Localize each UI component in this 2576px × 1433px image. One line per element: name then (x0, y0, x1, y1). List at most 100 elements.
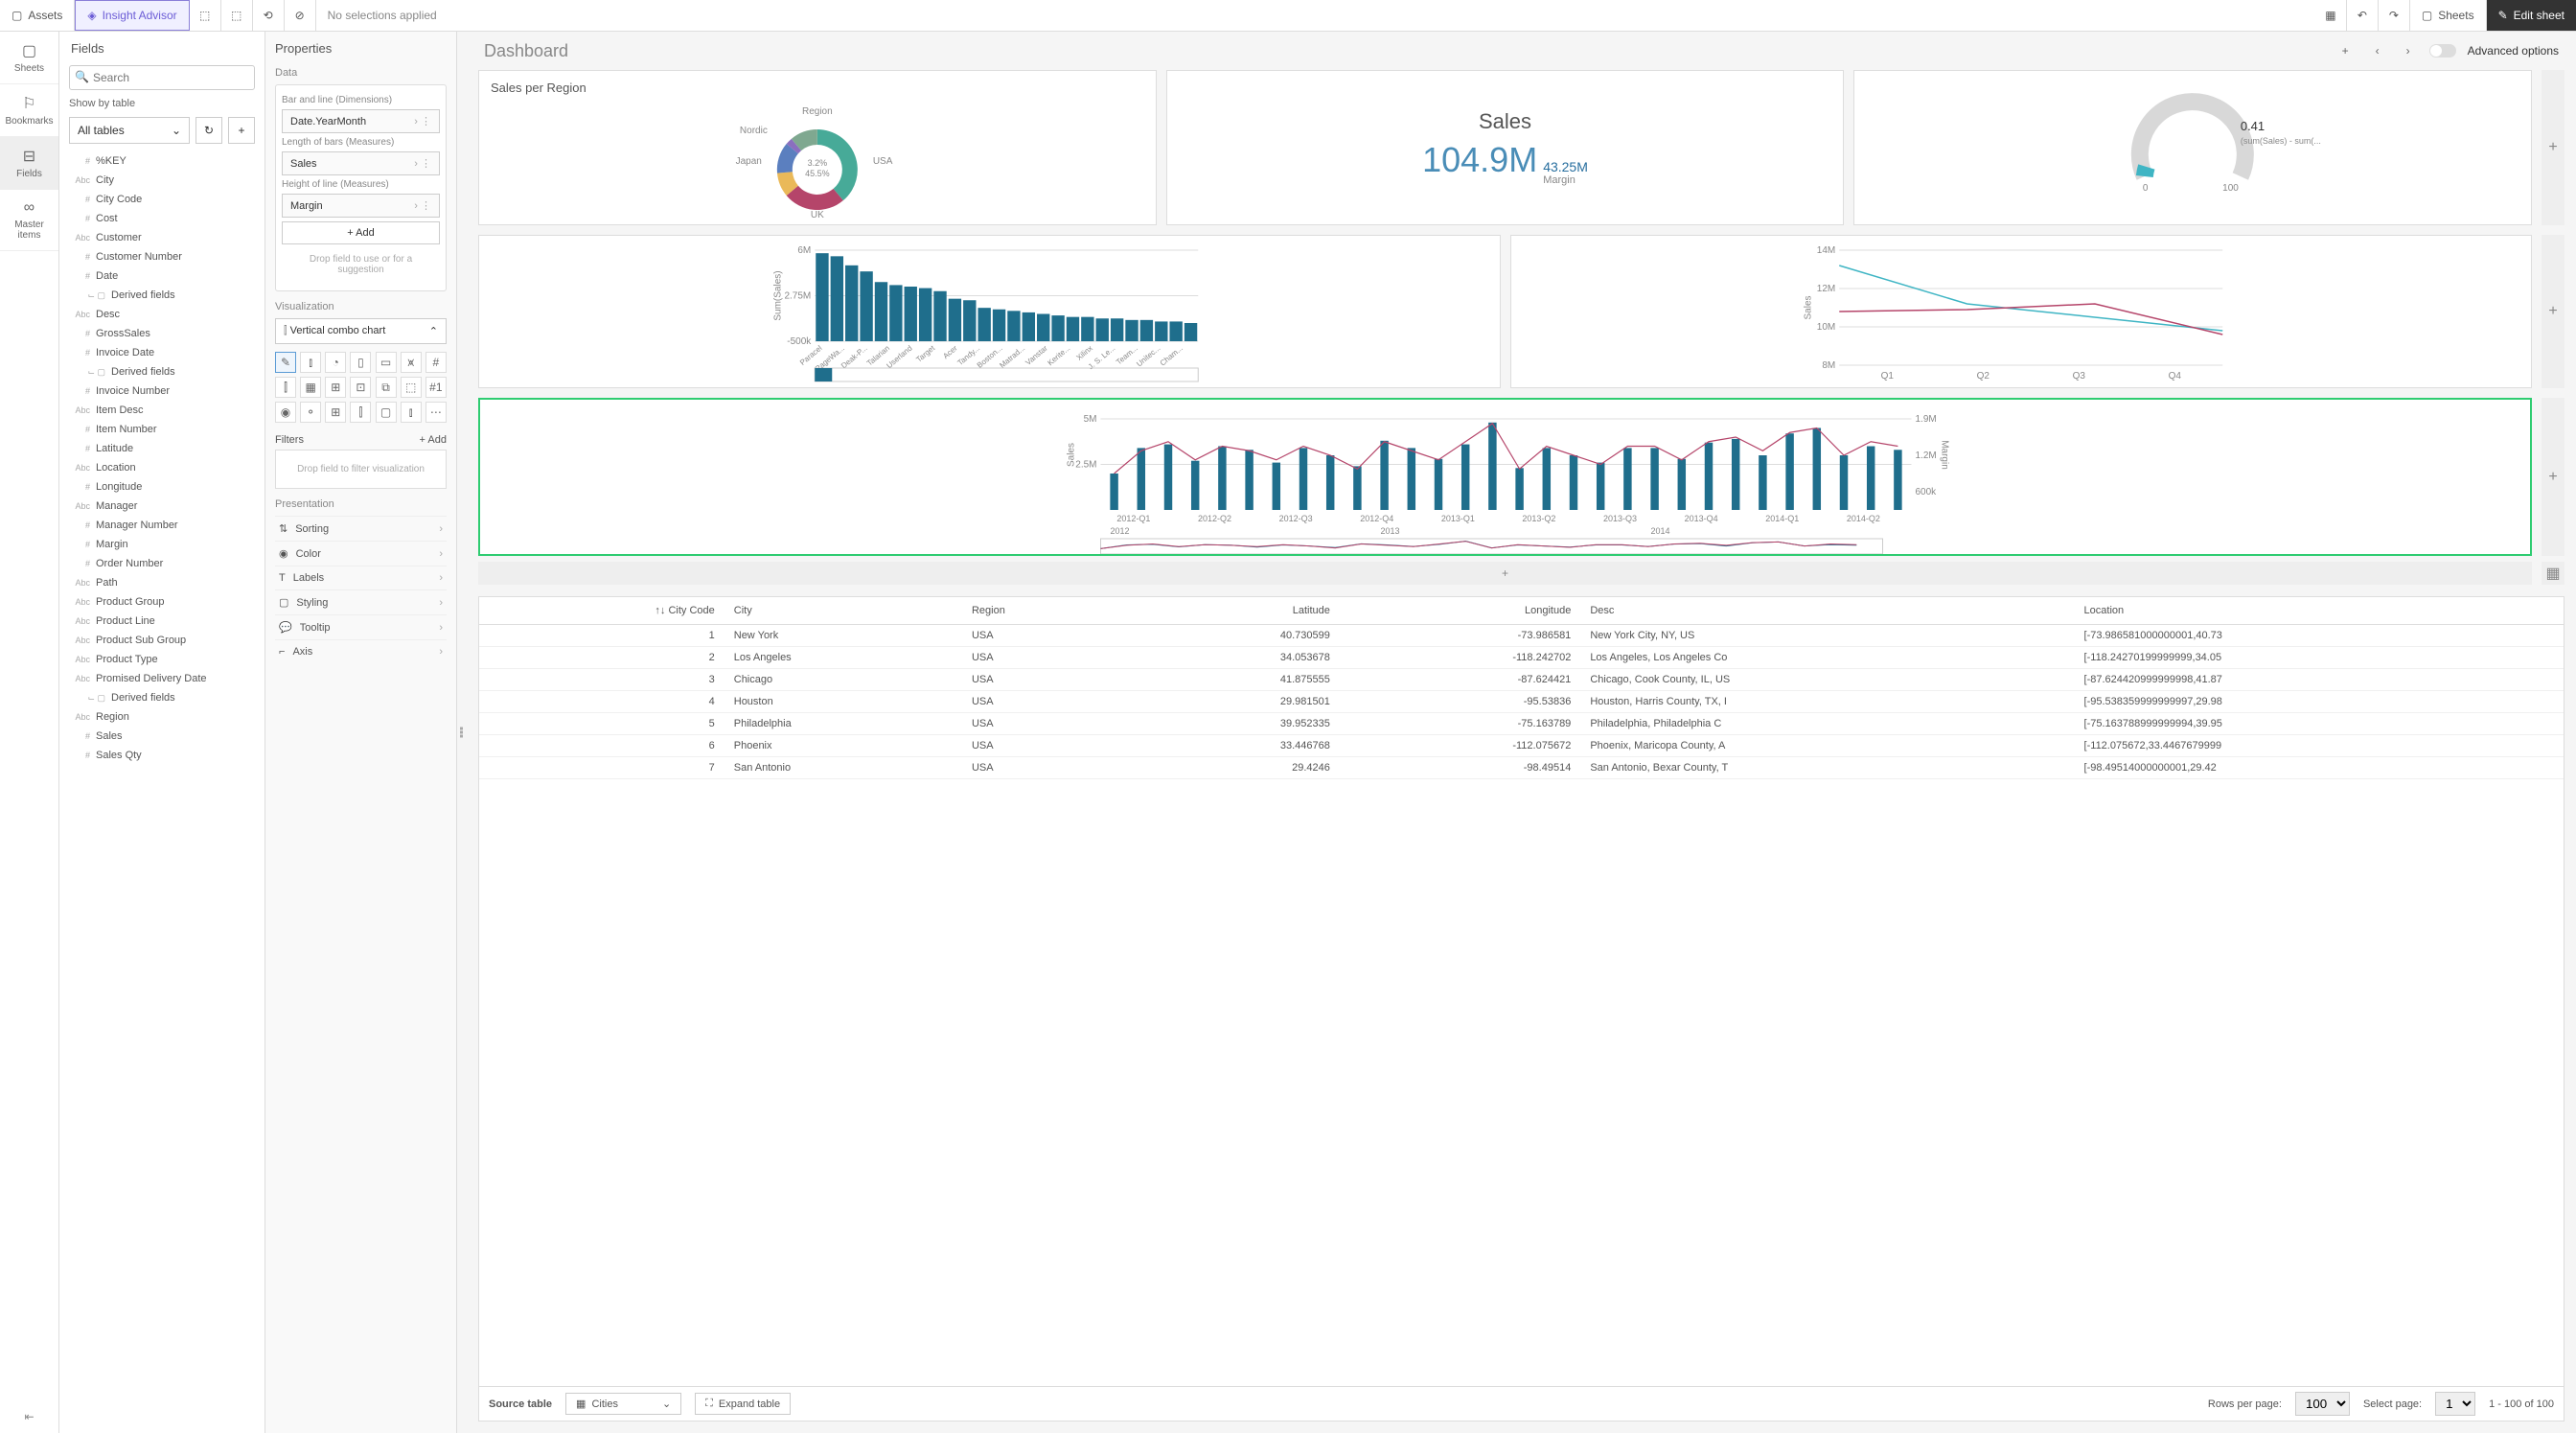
viz-type-icon[interactable]: ⊞ (325, 377, 346, 398)
field-item[interactable]: #Invoice Number (63, 381, 261, 401)
refresh-icon[interactable]: ↻ (196, 117, 222, 144)
collapse-left-icon[interactable]: ⇤ (0, 1400, 58, 1433)
field-item[interactable]: AbcPath (63, 573, 261, 592)
viz-type-icon[interactable]: ▢ (376, 402, 397, 423)
table-row[interactable]: 1New YorkUSA40.730599-73.986581New York … (479, 625, 2564, 647)
measure-margin-chip[interactable]: Margin› ⋮ (282, 194, 440, 218)
field-item[interactable]: #Customer Number (63, 247, 261, 266)
field-item[interactable]: #Sales Qty (63, 746, 261, 765)
field-item[interactable]: ⌙ ▢Derived fields (63, 286, 261, 305)
field-item[interactable]: AbcLocation (63, 458, 261, 477)
field-item[interactable]: AbcItem Desc (63, 401, 261, 420)
edit-sheet-button[interactable]: ✎Edit sheet (2487, 0, 2576, 31)
table-header[interactable]: City (724, 597, 962, 625)
add-filter-button[interactable]: + Add (420, 434, 447, 446)
back-select-icon[interactable]: ⟲ (253, 0, 285, 31)
add-chart-icon[interactable]: + (2334, 40, 2357, 61)
field-item[interactable]: #Cost (63, 209, 261, 228)
field-item[interactable]: #Invoice Date (63, 343, 261, 362)
field-item[interactable]: AbcPromised Delivery Date (63, 669, 261, 688)
viz-type-icon[interactable]: ◔ (325, 352, 346, 373)
viz-type-icon[interactable]: ▯ (350, 352, 371, 373)
viz-type-icon[interactable]: ⊞ (325, 402, 346, 423)
presentation-item[interactable]: TLabels› (275, 566, 447, 589)
viz-type-select[interactable]: ⫿ Vertical combo chart⌃ (275, 318, 447, 344)
viz-type-icon[interactable]: ▭ (376, 352, 397, 373)
field-item[interactable]: #Sales (63, 727, 261, 746)
add-panel-right-3[interactable]: + (2542, 398, 2564, 556)
prev-sheet-icon[interactable]: ‹ (2368, 40, 2387, 61)
viz-type-icon[interactable]: ⩙ (401, 352, 422, 373)
table-config-icon[interactable]: ▦ (2542, 562, 2564, 585)
viz-type-icon[interactable]: ✎ (275, 352, 296, 373)
insight-advisor-button[interactable]: ◈Insight Advisor (75, 0, 189, 31)
smart-select-icon[interactable]: ⬚ (221, 0, 253, 31)
table-row[interactable]: 4HoustonUSA29.981501-95.53836Houston, Ha… (479, 691, 2564, 713)
add-measure-button[interactable]: + Add (282, 221, 440, 244)
viz-type-icon[interactable]: ⫿ (275, 377, 296, 398)
select-page-select[interactable]: 1 (2435, 1392, 2475, 1416)
viz-type-icon[interactable]: ⚬ (300, 402, 321, 423)
viz-type-icon[interactable]: ▦ (300, 377, 321, 398)
add-panel-right-1[interactable]: + (2542, 70, 2564, 225)
viz-type-icon[interactable]: ⊡ (350, 377, 371, 398)
source-table-select[interactable]: ▦Cities⌄ (565, 1393, 681, 1415)
sheets-nav[interactable]: ▢Sheets (0, 32, 58, 84)
line-chart-card[interactable]: 14M12M10M8MSalesQ1Q2Q3Q4 (1510, 235, 2533, 388)
presentation-item[interactable]: ⇅Sorting› (275, 516, 447, 541)
rows-per-page-select[interactable]: 100 (2295, 1392, 2350, 1416)
expand-table-button[interactable]: ⛶Expand table (695, 1393, 791, 1415)
table-row[interactable]: 2Los AngelesUSA34.053678-118.242702Los A… (479, 647, 2564, 669)
combo-chart-card[interactable]: 5M2.5M1.9M1.2M600kSalesMargin2012-Q12012… (478, 398, 2532, 556)
table-row[interactable]: 3ChicagoUSA41.875555-87.624421Chicago, C… (479, 669, 2564, 691)
field-item[interactable]: AbcCustomer (63, 228, 261, 247)
field-item[interactable]: #%KEY (63, 151, 261, 171)
grid-icon[interactable]: ▦ (2315, 0, 2347, 31)
field-item[interactable]: #Date (63, 266, 261, 286)
field-item[interactable]: AbcManager (63, 497, 261, 516)
dimension-chip[interactable]: Date.YearMonth› ⋮ (282, 109, 440, 133)
field-item[interactable]: AbcProduct Group (63, 592, 261, 612)
gauge-card[interactable]: 0.41(sum(Sales) - sum(...0100 (1853, 70, 2532, 225)
field-item[interactable]: #Margin (63, 535, 261, 554)
field-item[interactable]: AbcDesc (63, 305, 261, 324)
sheets-button[interactable]: ▢Sheets (2410, 0, 2487, 31)
field-item[interactable]: #Manager Number (63, 516, 261, 535)
field-item[interactable]: #Longitude (63, 477, 261, 497)
data-table[interactable]: ↑↓ City CodeCityRegionLatitudeLongitudeD… (478, 596, 2564, 1421)
table-select[interactable]: All tables⌄ (69, 117, 190, 144)
fields-nav[interactable]: ⊟Fields (0, 137, 58, 190)
field-item[interactable]: #City Code (63, 190, 261, 209)
table-row[interactable]: 7San AntonioUSA29.4246-98.49514San Anton… (479, 757, 2564, 779)
field-item[interactable]: AbcProduct Line (63, 612, 261, 631)
presentation-item[interactable]: ⌐Axis› (275, 639, 447, 663)
measure-sales-chip[interactable]: Sales› ⋮ (282, 151, 440, 175)
field-item[interactable]: ⌙ ▢Derived fields (63, 688, 261, 707)
field-item[interactable]: AbcProduct Type (63, 650, 261, 669)
field-item[interactable]: AbcRegion (63, 707, 261, 727)
field-item[interactable]: #GrossSales (63, 324, 261, 343)
table-header[interactable]: Region (962, 597, 1125, 625)
viz-type-icon[interactable]: ⋯ (426, 402, 447, 423)
fields-search-input[interactable] (69, 65, 255, 90)
bar-chart-card[interactable]: 6M2.75M-500kSum(Sales)ParacelPageWa...De… (478, 235, 1501, 388)
panel-resize-handle[interactable] (459, 727, 465, 739)
field-item[interactable]: #Latitude (63, 439, 261, 458)
field-item[interactable]: #Order Number (63, 554, 261, 573)
viz-type-icon[interactable]: ⫿ (350, 402, 371, 423)
presentation-item[interactable]: ◉Color› (275, 541, 447, 566)
viz-type-icon[interactable]: ◉ (275, 402, 296, 423)
viz-type-icon[interactable]: ⫾ (401, 402, 422, 423)
viz-type-icon[interactable]: ⬚ (401, 377, 422, 398)
table-row[interactable]: 6PhoenixUSA33.446768-112.075672Phoenix, … (479, 735, 2564, 757)
table-header[interactable]: ↑↓ City Code (479, 597, 724, 625)
presentation-item[interactable]: 💬Tooltip› (275, 614, 447, 639)
advanced-toggle[interactable] (2429, 44, 2456, 58)
table-header[interactable]: Location (2075, 597, 2564, 625)
assets-button[interactable]: ▢Assets (0, 0, 75, 31)
filter-drop-zone[interactable]: Drop field to filter visualization (275, 450, 447, 489)
table-header[interactable]: Longitude (1340, 597, 1580, 625)
select-tool-icon[interactable]: ⬚ (190, 0, 221, 31)
presentation-item[interactable]: ▢Styling› (275, 589, 447, 614)
donut-chart-card[interactable]: Sales per Region 3.2%45.5%RegionUSAUKJap… (478, 70, 1157, 225)
